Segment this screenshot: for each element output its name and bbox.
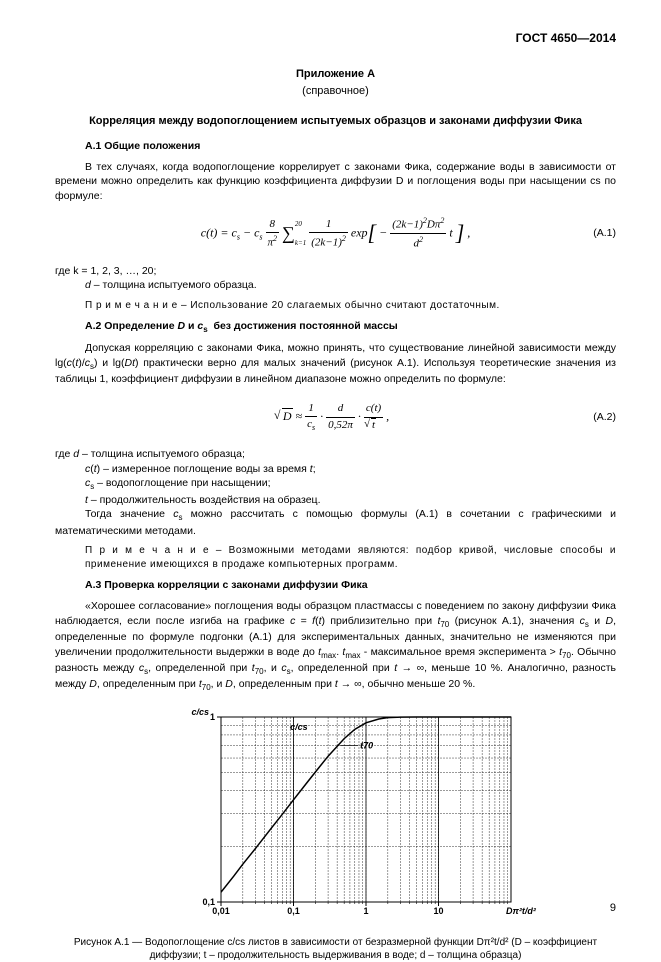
a3-para1: «Хорошее согласование» поглощения воды о… [55,599,616,694]
svg-text:c/cs: c/cs [191,707,209,717]
caption-line2: диффузии; t – продолжительность выдержив… [150,950,522,961]
figure-caption: Рисунок А.1 — Водопоглощение c/cs листов… [55,936,616,962]
a2-where-t: t – продолжительность воздействия на обр… [85,493,616,508]
section-a2-title: А.2 Определение D и cs без достижения по… [85,319,616,335]
caption-line1: Рисунок А.1 — Водопоглощение c/cs листов… [74,937,597,948]
svg-text:10: 10 [433,906,443,916]
a2-where-cs: cs – водопоглощение при насыщении; [85,476,616,492]
a1-where-d: d – толщина испытуемого образца. [85,278,616,293]
svg-text:t70: t70 [360,740,373,750]
a2-para2: Тогда значение cs можно рассчитать с пом… [55,507,616,538]
appendix-subtitle: (справочное) [55,84,616,99]
formula-a1-content: c(t) = cs − cs 8π2 ∑20k=1 1(2k−1)2 exp[ … [201,215,471,252]
a1-note: П р и м е ч а н и е – Использование 20 с… [85,299,616,313]
section-a1-title: А.1 Общие положения [85,139,616,154]
svg-text:Dπ²t/d²: Dπ²t/d² [506,906,537,916]
a2-where-d: где d – толщина испытуемого образца; [55,447,616,462]
svg-text:0,1: 0,1 [287,906,300,916]
svg-text:1: 1 [209,712,214,722]
appendix-title: Приложение А [55,67,616,82]
page-number: 9 [610,901,616,916]
chart-svg: t700,010,11100,11c/csDπ²t/d²c/cs [171,702,541,932]
chart-container: t700,010,11100,11c/csDπ²t/d²c/cs [171,702,501,932]
a1-where-k: где k = 1, 2, 3, …, 20; [55,264,616,279]
svg-text:0,1: 0,1 [202,897,215,907]
a2-para1: Допуская корреляцию с законами Фика, мож… [55,341,616,387]
svg-text:0,01: 0,01 [212,906,230,916]
svg-text:c/cs: c/cs [290,722,308,732]
formula-a1: c(t) = cs − cs 8π2 ∑20k=1 1(2k−1)2 exp[ … [55,214,616,254]
formula-a1-number: (А.1) [593,226,616,241]
formula-a2: √D ≈ 1cs · d0,52π · c(t)√t , (А.2) [55,397,616,437]
formula-a2-content: √D ≈ 1cs · d0,52π · c(t)√t , [282,401,389,434]
a2-note: П р и м е ч а н и е – Возможными методам… [85,544,616,572]
a2-where-ct: c(t) – измеренное поглощение воды за вре… [85,462,616,477]
standard-header: ГОСТ 4650—2014 [55,30,616,47]
formula-a2-number: (А.2) [593,410,616,425]
svg-text:1: 1 [363,906,368,916]
a1-para1-text: В тех случаях, когда водопоглощение корр… [55,161,616,202]
a1-para1: В тех случаях, когда водопоглощение корр… [55,160,616,204]
section-a3-title: А.3 Проверка корреляции с законами диффу… [85,578,616,593]
main-title: Корреляция между водопоглощением испытуе… [55,114,616,129]
